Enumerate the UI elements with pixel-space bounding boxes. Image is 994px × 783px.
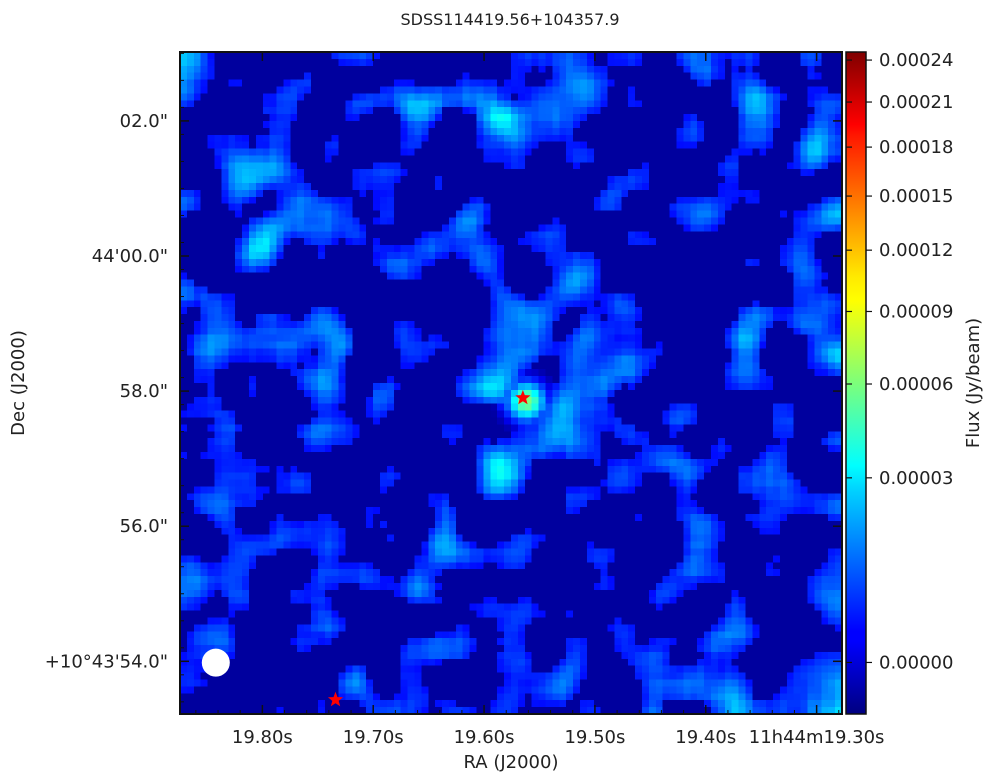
colorbar-tick-label: 0.00021 — [879, 92, 953, 113]
colorbar-gradient — [846, 52, 866, 714]
heatmap-image — [180, 52, 842, 714]
colorbar-tick-label: 0.00009 — [879, 301, 953, 322]
colorbar: 0.00024 0.00021 0.00018 0.00015 0.00012 0.000… — [845, 50, 953, 715]
heatmap-area — [180, 52, 842, 714]
plot-frame — [179, 51, 843, 715]
y-tick-label: 44'00.0" — [92, 246, 168, 267]
axes: 19.80s 19.70s 19.60s 19.50s 19.40s 11h44m19.3… — [45, 52, 885, 748]
colorbar-label: Flux (Jy/beam) — [963, 318, 984, 448]
x-tick-label: 19.80s — [232, 727, 293, 748]
y-tick-label: 56.0" — [120, 516, 168, 537]
x-tick-label: 19.70s — [343, 727, 404, 748]
colorbar-frame — [845, 51, 867, 715]
colorbar-tick-label: 0.00003 — [879, 468, 953, 489]
y-tick-label: 02.0" — [120, 111, 168, 132]
beam-ellipse — [201, 648, 230, 677]
source-star-marker — [515, 389, 531, 405]
colorbar-tick-label: 0.00000 — [879, 652, 953, 673]
colorbar-ticks: 0.00024 0.00021 0.00018 0.00015 0.00012 0.000… — [846, 50, 953, 673]
x-axis-label: RA (J2000) — [464, 752, 559, 773]
colorbar-tick-label: 0.00006 — [879, 374, 953, 395]
y-tick-label: 58.0" — [120, 381, 168, 402]
x-tick-label: 19.60s — [454, 727, 515, 748]
x-tick-label: 19.40s — [675, 727, 736, 748]
markers — [201, 389, 531, 707]
y-tick-label: +10°43'54.0" — [45, 651, 168, 672]
x-tick-label: 11h44m19.30s — [749, 727, 885, 748]
y-axis-label: Dec (J2000) — [8, 330, 29, 436]
colorbar-tick-label: 0.00024 — [879, 50, 953, 71]
colorbar-tick-label: 0.00012 — [879, 240, 953, 261]
source-star-marker — [327, 691, 344, 707]
colorbar-tick-label: 0.00018 — [879, 137, 953, 158]
chart-title: SDSS114419.56+104357.9 — [400, 10, 619, 29]
x-tick-label: 19.50s — [564, 727, 625, 748]
colorbar-tick-label: 0.00015 — [879, 186, 953, 207]
